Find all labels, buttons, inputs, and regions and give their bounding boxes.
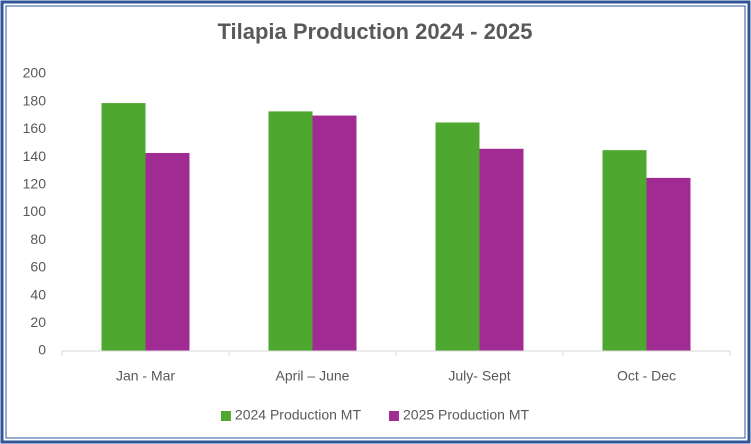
bar: [602, 150, 647, 351]
bar: [435, 122, 480, 351]
y-tick-label: 200: [23, 65, 47, 81]
bar: [145, 152, 190, 351]
y-tick-label: 180: [23, 92, 47, 108]
y-tick-label: 60: [30, 259, 46, 275]
x-tick-label: Oct - Dec: [617, 368, 676, 384]
legend-label: 2025 Production MT: [403, 407, 530, 423]
y-tick-label: 120: [23, 176, 47, 192]
y-tick-label: 20: [30, 314, 46, 330]
y-tick-label: 140: [23, 148, 47, 164]
legend-label: 2024 Production MT: [235, 407, 362, 423]
chart-title: Tilapia Production 2024 - 2025: [217, 19, 532, 44]
bar: [646, 177, 691, 351]
legend-swatch: [220, 411, 231, 421]
bar: [101, 103, 146, 352]
y-tick-label: 160: [23, 120, 47, 136]
x-tick-label: April – June: [276, 368, 350, 384]
x-tick-label: Jan - Mar: [116, 368, 175, 384]
bar: [479, 148, 524, 351]
legend-swatch: [389, 411, 399, 421]
chart-border-inner: [5, 5, 746, 439]
y-tick-label: 80: [30, 231, 46, 247]
y-tick-label: 100: [23, 203, 47, 219]
bar: [312, 115, 357, 351]
bar: [268, 111, 313, 352]
y-tick-label: 40: [30, 286, 46, 302]
y-tick-label: 0: [38, 342, 46, 358]
x-tick-label: July- Sept: [448, 368, 510, 384]
